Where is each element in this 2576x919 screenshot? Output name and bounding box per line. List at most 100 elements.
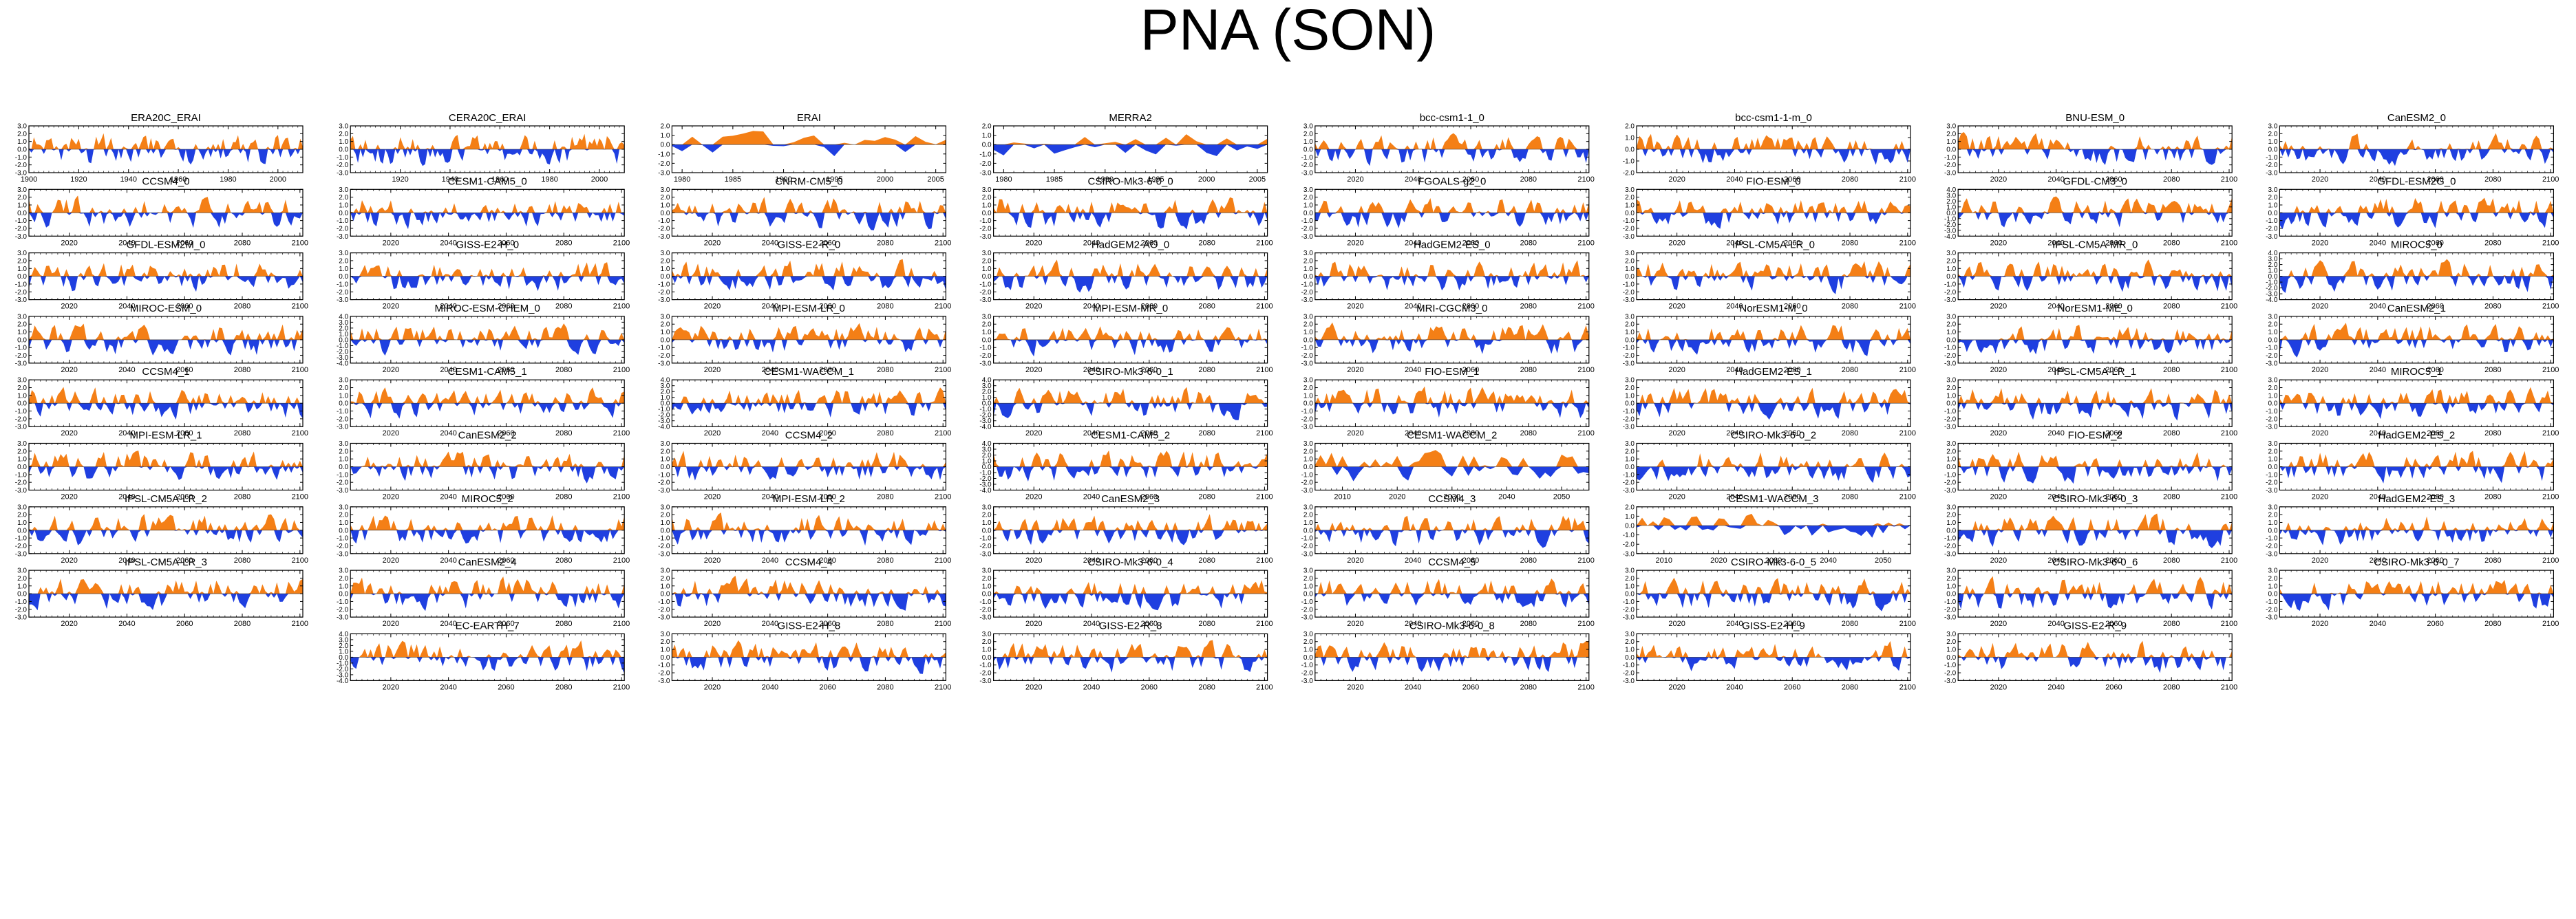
x-tick-label: 2020 [61,429,77,437]
y-tick-label: 0.0 [982,273,992,281]
y-tick-label: 0.0 [1946,147,1956,154]
y-tick-label: -3.0 [979,170,992,177]
y-tick-label: 2.0 [660,194,670,202]
y-tick-label: -3.0 [1944,360,1957,367]
y-tick-label: 3.0 [339,186,348,194]
y-tick-label: 2.0 [17,385,27,392]
y-tick-label: -2.0 [979,289,992,296]
x-tick-label: 2080 [234,239,251,247]
x-tick-label: 1960 [491,175,508,184]
x-tick-label: 2100 [613,366,630,374]
y-tick-label: -2.0 [1301,415,1314,423]
positive-area [1637,261,1910,277]
negative-area [1314,403,1589,418]
x-tick-label: 2060 [1141,429,1158,437]
negative-area [29,149,303,165]
y-tick-label: 0.0 [17,210,27,217]
x-tick-label: 2020 [704,239,721,247]
panel-gfdl-esm2m-0: GFDL-ESM2M_0 3.02.01.00.0-1.0-2.0-3.0 2020… [15,239,308,311]
x-tick-label: 2100 [2221,366,2237,374]
y-tick-label: -2.0 [2266,285,2278,292]
y-tick-label: -1.0 [1623,217,1635,225]
negative-area [993,403,1268,420]
x-tick-label: 2080 [877,303,893,311]
negative-area [1314,213,1589,228]
y-tick-label: -3.0 [1301,233,1314,241]
y-tick-label: -3.0 [337,296,349,304]
x-tick-label: 2020 [383,366,399,374]
x-tick-label: 2060 [2105,239,2122,247]
y-tick-label: 1.0 [982,266,992,273]
panel-title: MERRA2 [1109,112,1152,124]
negative-area [1637,339,1910,356]
x-tick-label: 2080 [2163,366,2180,374]
panel-mri-cgcm3-0: MRI-CGCM3_0 3.02.01.00.0-1.0-2.0-3.0 2020 2… [1301,303,1595,374]
x-tick-label: 2080 [2484,366,2501,374]
positive-area [350,133,625,149]
y-tick-label: 1.0 [1946,204,1956,211]
panel-title: IPSL-CM5A-LR_0 [1732,239,1815,251]
y-tick-label: 3.0 [1946,123,1956,131]
y-tick-label: 1.0 [2268,268,2277,275]
x-tick-label: 2040 [118,239,135,247]
y-tick-label: 2.0 [1946,257,1956,265]
x-tick-label: 2100 [1256,239,1273,247]
panel-title: CESM1-CAM5_0 [448,175,527,187]
x-tick-label: 2060 [176,429,193,437]
x-tick-label: 2020 [1025,429,1042,437]
negative-area [1314,339,1589,354]
y-tick-label: -2.0 [1301,289,1314,296]
x-tick-label: 2040 [1083,429,1100,437]
y-tick-label: -2.0 [658,412,670,420]
positive-area [29,387,303,404]
y-tick-label: 2.0 [339,325,348,332]
positive-area [672,197,946,213]
positive-area [1314,133,1589,149]
positive-area [29,133,303,149]
positive-area [672,323,946,340]
negative-area [1314,149,1589,166]
y-tick-label: 1.0 [2268,202,2277,209]
panel-canesm2-1: CanESM2_1 3.02.01.00.0-1.0-2.0-3.0 2020 204… [2266,303,2559,374]
negative-area [672,144,946,156]
negative-area [993,144,1268,156]
positive-area [672,131,946,145]
y-tick-label: -1.0 [337,217,349,225]
y-tick-label: -1.0 [1944,154,1957,162]
y-tick-label: 2.0 [339,257,348,265]
y-tick-label: -2.0 [337,225,349,233]
x-tick-label: 2000 [270,175,286,184]
y-tick-label: 2.0 [982,257,992,265]
negative-area [1314,276,1589,291]
x-tick-label: 2060 [2427,239,2443,247]
y-tick-label: 4.0 [1946,186,1956,194]
panel-title: MRI-CGCM3_0 [1416,303,1487,314]
x-tick-label: 2040 [2370,303,2386,311]
y-tick-label: -1.0 [658,281,670,288]
positive-area [350,387,625,404]
y-tick-label: 0.0 [1946,273,1956,281]
x-tick-label: 2100 [292,366,308,374]
panel-title: CESM1-CAM5_1 [448,366,527,378]
y-tick-label: 1.0 [339,202,348,209]
y-tick-label: -3.0 [658,170,670,177]
x-tick-label: 2100 [2542,366,2559,374]
plot-frame [671,125,947,173]
x-tick-label: 1985 [725,175,741,184]
y-tick-label: -3.0 [1944,296,1957,304]
y-tick-label: 1.0 [17,266,27,273]
x-tick-label: 2100 [2542,239,2559,247]
y-tick-label: 4.0 [660,377,670,385]
y-tick-label: 1.0 [1946,266,1956,273]
positive-area [350,262,625,277]
y-tick-label: 0.0 [339,273,348,281]
x-tick-label: 2020 [1990,175,2007,184]
x-tick-label: 2100 [1899,303,1916,311]
y-tick-label: 3.0 [982,250,992,257]
panel-title: MPI-ESM-MR_0 [1093,303,1168,314]
positive-area [993,197,1268,213]
x-tick-label: 2020 [61,366,77,374]
y-tick-label: 1.0 [339,266,348,273]
negative-area [1958,276,2233,292]
y-tick-label: 0.0 [339,210,348,217]
